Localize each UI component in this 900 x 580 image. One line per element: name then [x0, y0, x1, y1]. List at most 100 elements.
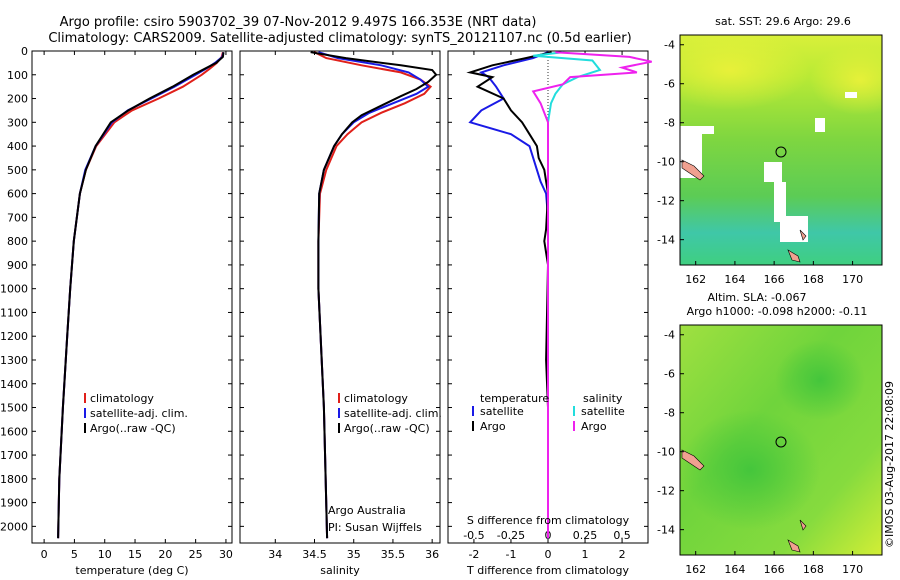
legend-label-satellite-adj: satellite-adj. clim. — [344, 407, 442, 420]
depth-tick-label: 500 — [7, 164, 28, 177]
depth-tick-label: 1000 — [0, 283, 28, 296]
sst-warm-patch — [810, 45, 882, 115]
lat-tick-label: -6 — [664, 368, 675, 381]
annotation-argo-australia: Argo Australia — [328, 504, 406, 517]
depth-axis: 0 100 200 300 400 500 600 700 800 900 1000 1100 1200… — [0, 45, 648, 533]
land-island — [799, 519, 807, 531]
legend-swatch-t-satellite — [472, 406, 474, 416]
legend-label-t-satellite: satellite — [480, 405, 524, 418]
cloud-mask — [764, 162, 782, 182]
legend-swatch-argo — [338, 423, 340, 433]
depth-tick-label: 1300 — [0, 354, 28, 367]
x-tick-label: 36 — [425, 548, 439, 561]
legend-swatch-s-satellite — [573, 406, 575, 416]
depth-tick-label: 1600 — [0, 425, 28, 438]
lon-tick-label: 166 — [764, 273, 785, 286]
depth-tick-label: 800 — [7, 235, 28, 248]
series-line-satellite-adj-clim- — [317, 51, 430, 539]
depth-tick-label: 2000 — [0, 520, 28, 533]
series-line-argo-raw-qc- — [310, 51, 438, 539]
x-tick-label: 25 — [189, 548, 203, 561]
lon-tick-label: 170 — [842, 563, 863, 576]
lon-tick-label: 168 — [803, 273, 824, 286]
figure-title-line1: Argo profile: csiro 5903702_39 07-Nov-20… — [60, 15, 537, 30]
series-line-s-argo — [531, 51, 652, 539]
lon-tick-label: 168 — [803, 563, 824, 576]
figure-title-line2: Climatology: CARS2009. Satellite-adjuste… — [48, 31, 631, 46]
legend-swatch-t-argo — [472, 421, 474, 431]
legend-label-s-satellite: satellite — [581, 405, 625, 418]
depth-tick-label: 900 — [7, 259, 28, 272]
sla-map-frame — [679, 324, 883, 556]
land-island — [681, 449, 705, 471]
legend-swatch-climatology — [338, 393, 340, 403]
x-tick-label: 2 — [619, 548, 626, 561]
series-line-t-satellite — [468, 51, 549, 539]
cloud-mask — [845, 92, 857, 98]
sst-map-frame — [679, 34, 883, 266]
land-island — [787, 539, 801, 553]
temperature-legend: climatology satellite-adj. clim. Argo(..… — [84, 392, 188, 435]
series-line-climatology — [314, 51, 433, 539]
legend-label-climatology: climatology — [90, 392, 154, 405]
lon-tick-label: 162 — [685, 273, 706, 286]
x-tick-label: 0 — [41, 548, 48, 561]
series-line-argo-raw-qc- — [57, 52, 225, 539]
depth-tick-label: 1200 — [0, 330, 28, 343]
lat-tick-label: -10 — [657, 156, 675, 169]
sla-map-subtitle: Argo h1000: -0.098 h2000: -0.11 — [687, 305, 868, 318]
lon-tick-label: 164 — [724, 563, 745, 576]
sla-map-title: Altim. SLA: -0.067 — [707, 291, 806, 304]
legend-swatch-satellite-adj — [84, 408, 86, 418]
lon-tick-label: 162 — [685, 563, 706, 576]
s-tick-label: 0.25 — [573, 529, 598, 542]
lon-tick-label: 170 — [842, 273, 863, 286]
salinity-series — [310, 51, 438, 539]
salinity-plot-frame — [239, 50, 441, 544]
salinity-panel: 34 34.5 35 35.5 36 salinity climatology sate… — [239, 50, 442, 577]
depth-tick-label: 0 — [21, 45, 28, 58]
lat-tick-label: -12 — [657, 195, 675, 208]
series-line-satellite-adj-clim- — [57, 51, 225, 539]
x-tick-label: 10 — [98, 548, 112, 561]
land-island — [787, 249, 801, 263]
land-island — [799, 229, 807, 241]
temperature-x-axis: 0 5 10 15 20 25 30 — [41, 51, 233, 561]
x-tick-label: -2 — [468, 548, 479, 561]
depth-tick-label: 300 — [7, 116, 28, 129]
x-tick-label: 0 — [545, 548, 552, 561]
depth-tick-label: 1800 — [0, 473, 28, 486]
lon-tick-label: 164 — [724, 273, 745, 286]
x-tick-label: 5 — [71, 548, 78, 561]
x-tick-label: 34.5 — [302, 548, 327, 561]
s-difference-axis-label: S difference from climatology — [467, 514, 630, 527]
depth-tick-label: 1400 — [0, 378, 28, 391]
temperature-plot-frame — [31, 50, 233, 544]
legend-label-s-argo: Argo — [581, 420, 607, 433]
temperature-axis-label: temperature (deg C) — [75, 564, 188, 577]
depth-tick-label: 600 — [7, 188, 28, 201]
argo-location-marker — [775, 146, 787, 158]
lat-tick-label: -4 — [664, 329, 675, 342]
sst-map-panel: sat. SST: 29.6 Argo: 29.6 162 164 166 168 17… — [657, 15, 883, 286]
depth-tick-label: 700 — [7, 211, 28, 224]
s-tick-label: -0.25 — [497, 529, 525, 542]
lat-tick-label: -8 — [664, 407, 675, 420]
cloud-mask — [815, 118, 825, 132]
cloud-mask — [774, 182, 786, 222]
x-tick-label: 1 — [582, 548, 589, 561]
legend-heading-temperature: temperature — [480, 392, 549, 405]
salinity-x-axis: 34 34.5 35 35.5 36 — [268, 51, 439, 561]
depth-tick-label: 1900 — [0, 497, 28, 510]
legend-label-argo: Argo(..raw -QC) — [90, 422, 176, 435]
sla-map-panel: Altim. SLA: -0.067 Argo h1000: -0.098 h2… — [657, 291, 883, 576]
x-tick-label: 20 — [158, 548, 172, 561]
legend-swatch-argo — [84, 423, 86, 433]
lon-tick-label: 166 — [764, 563, 785, 576]
lat-tick-label: -4 — [664, 39, 675, 52]
depth-tick-label: 400 — [7, 140, 28, 153]
legend-swatch-satellite-adj — [338, 408, 340, 418]
land-island — [681, 159, 705, 181]
series-line-s-satellite — [533, 51, 602, 539]
sst-map-axes: 162 164 166 168 170 -4 -6 -8 -10 -12 -14 — [657, 39, 863, 286]
